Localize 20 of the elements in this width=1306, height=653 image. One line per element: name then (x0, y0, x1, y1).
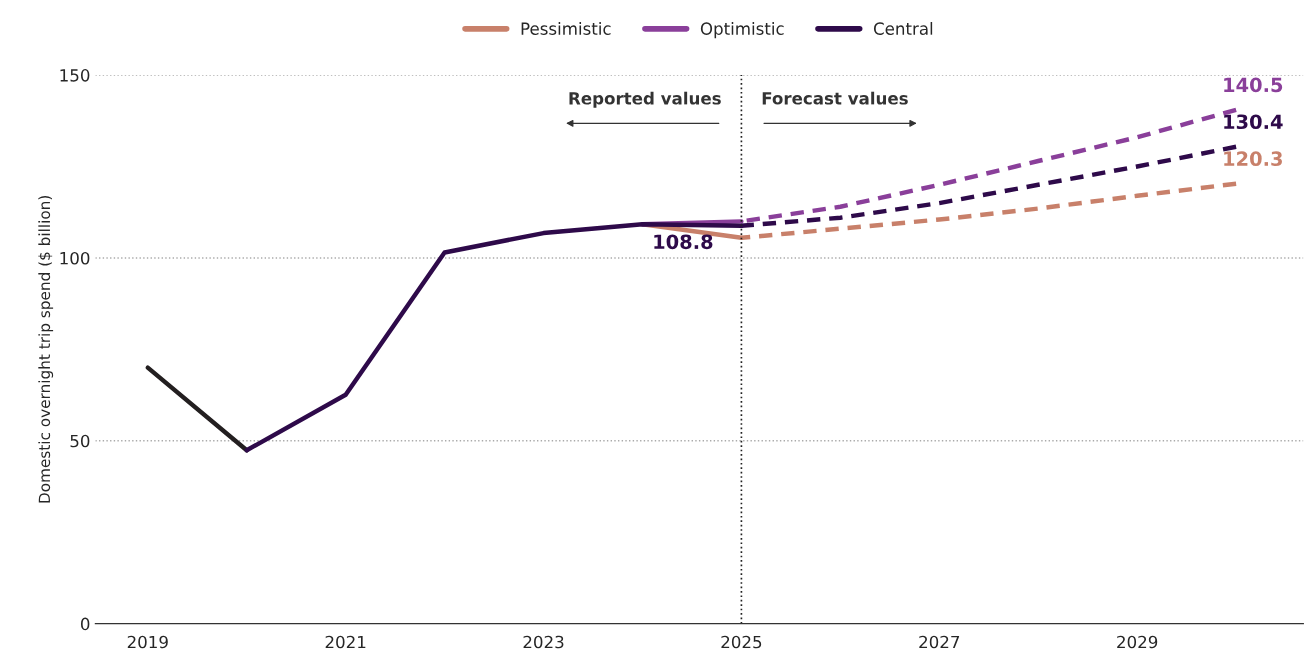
legend-label: Central (873, 22, 933, 35)
x-tick-label: 2027 (919, 635, 960, 649)
annotation: Reported values (569, 91, 721, 108)
data-label: 120.3 (1224, 151, 1282, 167)
annotation: Forecast values (762, 91, 908, 105)
x-tick-label: 2025 (721, 635, 762, 649)
x-tick-label: 2021 (325, 635, 366, 649)
y-tick-label: 50 (70, 434, 90, 448)
legend-label: Pessimistic (521, 22, 611, 35)
y-tick-label: 150 (60, 69, 90, 82)
x-tick-label: 2023 (523, 635, 564, 649)
data-label: 130.4 (1224, 114, 1283, 130)
legend-label: Optimistic (700, 22, 784, 39)
data-label: 108.8 (654, 234, 713, 250)
x-tick-label: 2029 (1117, 635, 1158, 649)
x-tick-label: 2019 (127, 635, 168, 649)
y-axis-title: Domestic overnight trip spend ($ billion) (38, 195, 54, 503)
data-label: 140.5 (1224, 77, 1283, 93)
y-tick-label: 100 (60, 251, 90, 265)
y-tick-label: 0 (80, 617, 90, 631)
